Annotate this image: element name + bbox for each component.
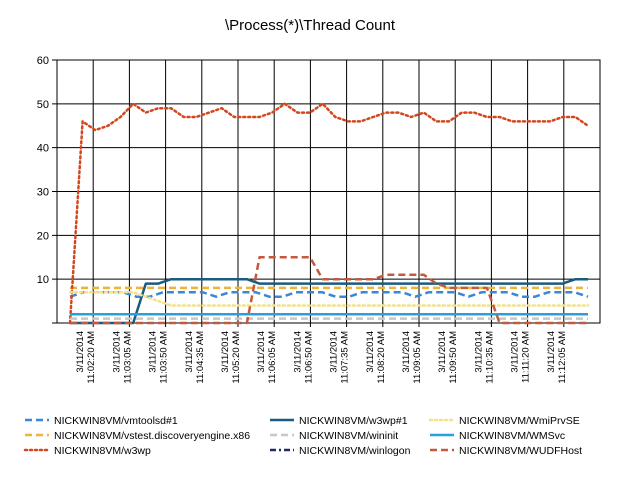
legend-label: NICKWIN8VM/w3wp (54, 445, 151, 457)
x-tick-time: 11:04:35 AM (195, 331, 206, 384)
legend-item: NICKWIN8VM/WmiPrvSE (428, 415, 580, 427)
x-tick-label: 3/11/2014 11:08:20 AM (365, 331, 387, 384)
x-tick-date: 3/11/2014 (148, 331, 159, 373)
x-tick-label: 3/11/2014 11:07:35 AM (329, 331, 351, 384)
series-line-w3wp (68, 102, 590, 325)
x-tick-label: 3/11/2014 11:03:05 AM (111, 331, 133, 384)
legend-label: NICKWIN8VM/WUDFHost (459, 445, 582, 457)
y-tick-label: 60 (37, 55, 49, 67)
x-axis: 3/11/2014 11:02:20 AM 3/11/2014 11:03:05 AM… (75, 331, 568, 384)
x-tick-label: 3/11/2014 11:09:05 AM (401, 331, 423, 384)
y-axis: 10 20 30 40 50 60 (37, 55, 49, 286)
legend-item: NICKWIN8VM/wininit (270, 430, 398, 442)
x-tick-time: 11:06:05 AM (267, 331, 278, 384)
legend-item: NICKWIN8VM/w3wp#1 (270, 415, 408, 427)
x-tick-time: 11:03:05 AM (122, 331, 133, 384)
x-tick-date: 3/11/2014 (256, 331, 267, 373)
series-lines (68, 102, 590, 325)
x-tick-time: 11:07:35 AM (340, 331, 351, 384)
x-tick-date: 3/11/2014 (401, 331, 412, 373)
x-tick-time: 11:09:50 AM (448, 331, 459, 384)
x-tick-label: 3/11/2014 11:12:05 AM (546, 331, 568, 384)
x-tick-time: 11:08:20 AM (376, 331, 387, 384)
x-tick-label: 3/11/2014 11:05:20 AM (220, 331, 242, 384)
y-tick-label: 50 (37, 99, 49, 111)
legend-item: NICKWIN8VM/vmtoolsd#1 (25, 415, 178, 427)
y-tick-label: 10 (37, 274, 49, 286)
legend-label: NICKWIN8VM/w3wp#1 (299, 415, 408, 427)
x-tick-date: 3/11/2014 (437, 331, 448, 373)
legend-label: NICKWIN8VM/vmtoolsd#1 (54, 415, 178, 427)
y-tick-label: 40 (37, 143, 49, 155)
x-tick-label: 3/11/2014 11:04:35 AM (184, 331, 206, 384)
legend: NICKWIN8VM/vmtoolsd#1 NICKWIN8VM/vstest.d… (23, 415, 582, 457)
series-line-w3wp-1 (70, 277, 588, 325)
legend-label: NICKWIN8VM/WMSvc (459, 430, 565, 442)
x-tick-date: 3/11/2014 (75, 331, 86, 373)
series-line-vmtoolsd-1 (69, 291, 589, 298)
x-tick-time: 11:11:20 AM (521, 331, 532, 383)
x-tick-date: 3/11/2014 (220, 331, 231, 373)
x-tick-date: 3/11/2014 (365, 331, 376, 373)
x-tick-label: 3/11/2014 11:11:20 AM (510, 331, 532, 383)
x-tick-date: 3/11/2014 (329, 331, 340, 373)
x-tick-time: 11:06:50 AM (303, 331, 314, 384)
y-tick-label: 30 (37, 187, 49, 199)
x-tick-time: 11:02:20 AM (86, 331, 97, 384)
chart-title: \Process(*)\Thread Count (225, 17, 396, 34)
x-tick-time: 11:09:05 AM (412, 331, 423, 384)
x-tick-time: 11:10:35 AM (484, 331, 495, 384)
x-tick-label: 3/11/2014 11:06:05 AM (256, 331, 278, 384)
legend-item: NICKWIN8VM/WUDFHost (430, 445, 582, 457)
x-tick-date: 3/11/2014 (473, 331, 484, 373)
grid (52, 59, 601, 327)
y-tick-label: 20 (37, 230, 49, 242)
legend-item: NICKWIN8VM/vstest.discoveryengine.x86 (25, 430, 250, 442)
series-line-wudfhost (70, 256, 588, 325)
x-tick-label: 3/11/2014 11:09:50 AM (437, 331, 459, 384)
x-tick-date: 3/11/2014 (184, 331, 195, 373)
legend-label: NICKWIN8VM/winlogon (299, 445, 411, 457)
x-tick-label: 3/11/2014 11:10:35 AM (473, 331, 495, 384)
legend-label: NICKWIN8VM/vstest.discoveryengine.x86 (54, 430, 250, 442)
x-tick-time: 11:05:20 AM (231, 331, 242, 384)
x-tick-label: 3/11/2014 11:06:50 AM (292, 331, 314, 384)
x-tick-date: 3/11/2014 (111, 331, 122, 373)
series-line-wmiprvse (68, 291, 590, 307)
legend-item: NICKWIN8VM/winlogon (270, 445, 411, 457)
x-tick-label: 3/11/2014 11:02:20 AM (75, 331, 97, 384)
x-tick-time: 11:03:50 AM (159, 331, 170, 384)
legend-item: NICKWIN8VM/WMSvc (430, 430, 565, 442)
legend-label: NICKWIN8VM/WmiPrvSE (459, 415, 580, 427)
legend-label: NICKWIN8VM/wininit (299, 430, 398, 442)
x-tick-date: 3/11/2014 (292, 331, 303, 373)
x-tick-time: 11:12:05 AM (557, 331, 568, 384)
x-tick-label: 3/11/2014 11:03:50 AM (148, 331, 170, 384)
legend-item: NICKWIN8VM/w3wp (23, 445, 151, 457)
x-tick-date: 3/11/2014 (546, 331, 557, 373)
x-tick-date: 3/11/2014 (510, 331, 521, 373)
